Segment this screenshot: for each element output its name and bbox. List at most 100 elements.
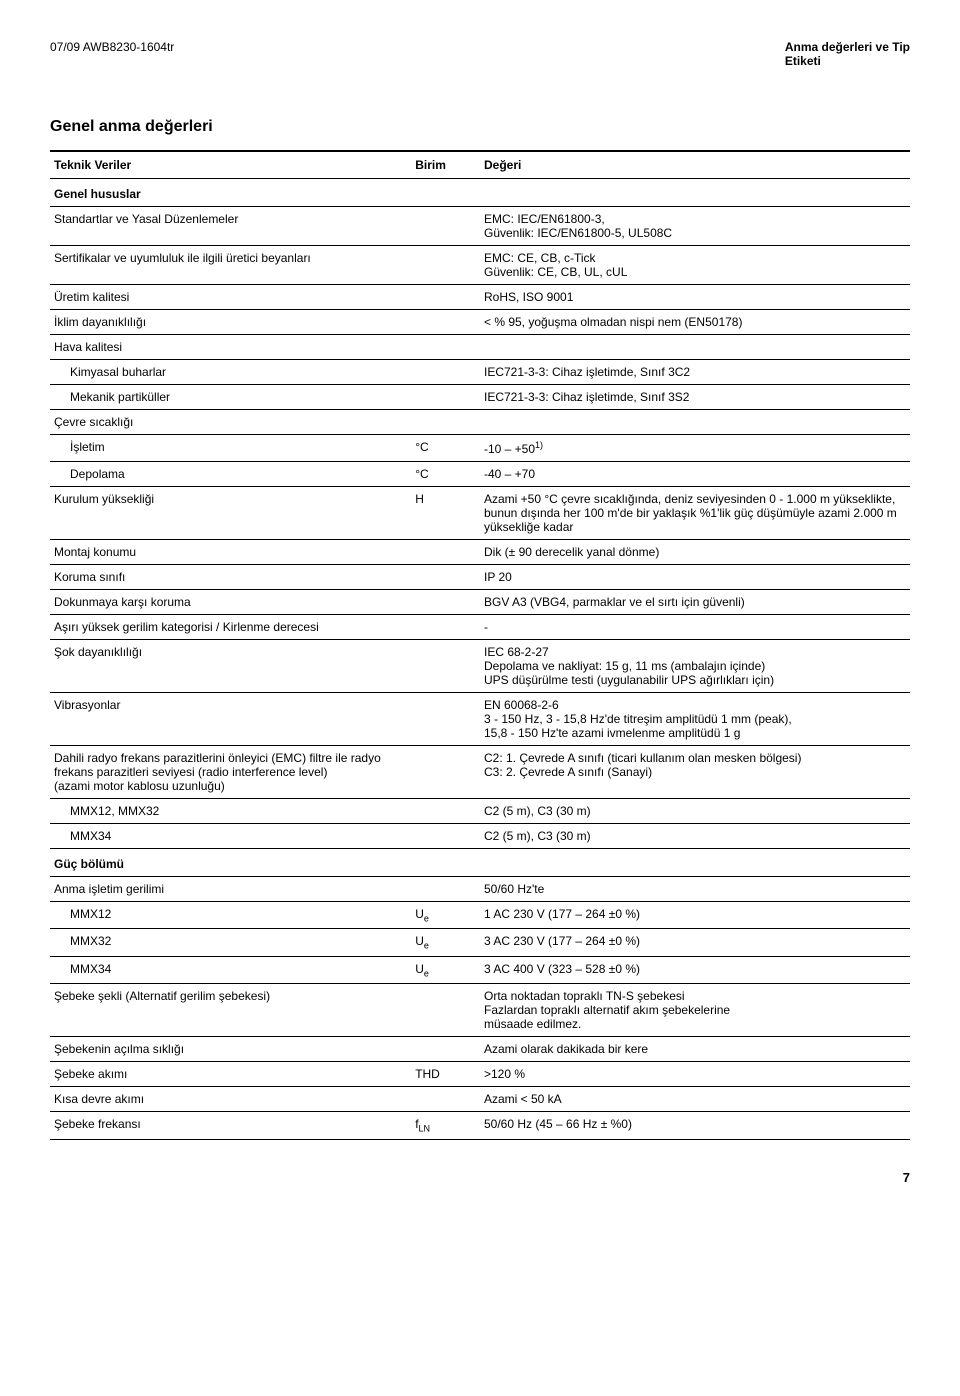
table-row: MMX32Ue3 AC 230 V (177 – 264 ±0 %)	[50, 929, 910, 956]
table-row: Dahili radyo frekans parazitlerini önley…	[50, 746, 910, 799]
table-row: MMX34Ue3 AC 400 V (323 – 528 ±0 %)	[50, 956, 910, 983]
cell-unit: Ue	[411, 956, 480, 983]
table-row: Koruma sınıfıIP 20	[50, 565, 910, 590]
cell-value: C2 (5 m), C3 (30 m)	[480, 799, 910, 824]
cell-value: Azami olarak dakikada bir kere	[480, 1037, 910, 1062]
page-number: 7	[50, 1170, 910, 1185]
cell-param: İşletim	[50, 435, 411, 462]
cell-param: Genel hususlar	[50, 179, 411, 207]
cell-unit: THD	[411, 1062, 480, 1087]
cell-unit	[411, 360, 480, 385]
cell-param: Üretim kalitesi	[50, 285, 411, 310]
cell-param: Güç bölümü	[50, 849, 411, 877]
table-row: Mekanik partiküllerIEC721-3-3: Cihaz işl…	[50, 385, 910, 410]
cell-value: BGV A3 (VBG4, parmaklar ve el sırtı için…	[480, 590, 910, 615]
cell-unit	[411, 565, 480, 590]
cell-value: EMC: IEC/EN61800-3,Güvenlik: IEC/EN61800…	[480, 207, 910, 246]
cell-param: Şok dayanıklılığı	[50, 640, 411, 693]
table-row: Üretim kalitesi RoHS, ISO 9001	[50, 285, 910, 310]
table-row: Kimyasal buharlar IEC721-3-3: Cihaz işlet…	[50, 360, 910, 385]
table-row: Şebekenin açılma sıklığı Azami olarak dak…	[50, 1037, 910, 1062]
document-id: 07/09 AWB8230-1604tr	[50, 40, 174, 54]
cell-param: Vibrasyonlar	[50, 693, 411, 746]
document-title-line2: Etiketi	[785, 54, 821, 68]
cell-value: 1 AC 230 V (177 – 264 ±0 %)	[480, 902, 910, 929]
cell-param: Hava kalitesi	[50, 335, 411, 360]
cell-param: MMX32	[50, 929, 411, 956]
cell-param: Sertifikalar ve uyumluluk ile ilgili üre…	[50, 246, 411, 285]
cell-value	[480, 410, 910, 435]
cell-param: Koruma sınıfı	[50, 565, 411, 590]
cell-param: Anma işletim gerilimi	[50, 877, 411, 902]
table-row: Şebeke frekansıfLN50/60 Hz (45 – 66 Hz ±…	[50, 1112, 910, 1139]
cell-value: IEC721-3-3: Cihaz işletimde, Sınıf 3S2	[480, 385, 910, 410]
cell-unit	[411, 640, 480, 693]
table-row: Şok dayanıklılığı IEC 68-2-27Depolama ve …	[50, 640, 910, 693]
cell-unit	[411, 799, 480, 824]
cell-value: Azami < 50 kA	[480, 1087, 910, 1112]
cell-param: Şebeke frekansı	[50, 1112, 411, 1139]
document-title: Anma değerleri ve Tip Etiketi	[785, 40, 910, 68]
table-row: Genel hususlar	[50, 179, 910, 207]
cell-unit	[411, 877, 480, 902]
cell-value: 50/60 Hz'te	[480, 877, 910, 902]
table-row: Hava kalitesi	[50, 335, 910, 360]
table-row: Sertifikalar ve uyumluluk ile ilgili üre…	[50, 246, 910, 285]
table-row: İklim dayanıklılığı< % 95, yoğuşma olmad…	[50, 310, 910, 335]
table-row: Şebeke şekli (Alternatif gerilim şebekes…	[50, 984, 910, 1037]
table-row: Şebeke akımıTHD>120 %	[50, 1062, 910, 1087]
cell-unit: fLN	[411, 1112, 480, 1139]
table-row: Kurulum yüksekliğiHAzami +50 °C çevre sı…	[50, 487, 910, 540]
cell-param: Dokunmaya karşı koruma	[50, 590, 411, 615]
table-row: Dokunmaya karşı koruma BGV A3 (VBG4, parm…	[50, 590, 910, 615]
table-row: Kısa devre akımıAzami < 50 kA	[50, 1087, 910, 1112]
cell-param: MMX34	[50, 956, 411, 983]
cell-param: Montaj konumu	[50, 540, 411, 565]
cell-unit	[411, 849, 480, 877]
cell-value: IEC721-3-3: Cihaz işletimde, Sınıf 3C2	[480, 360, 910, 385]
cell-param: İklim dayanıklılığı	[50, 310, 411, 335]
table-row: Standartlar ve Yasal DüzenlemelerEMC: IE…	[50, 207, 910, 246]
cell-value: 3 AC 230 V (177 – 264 ±0 %)	[480, 929, 910, 956]
table-row: MMX12Ue1 AC 230 V (177 – 264 ±0 %)	[50, 902, 910, 929]
table-row: Aşırı yüksek gerilim kategorisi / Kirlen…	[50, 615, 910, 640]
cell-unit	[411, 335, 480, 360]
table-row: Anma işletim gerilimi 50/60 Hz'te	[50, 877, 910, 902]
cell-unit	[411, 615, 480, 640]
cell-param: Şebeke akımı	[50, 1062, 411, 1087]
cell-unit	[411, 179, 480, 207]
table-row: MMX34C2 (5 m), C3 (30 m)	[50, 824, 910, 849]
cell-unit: °C	[411, 435, 480, 462]
cell-unit	[411, 984, 480, 1037]
col-header-param: Teknik Veriler	[50, 151, 411, 179]
table-row: Güç bölümü	[50, 849, 910, 877]
cell-value	[480, 849, 910, 877]
cell-value: -10 – +501)	[480, 435, 910, 462]
cell-value: 50/60 Hz (45 – 66 Hz ± %0)	[480, 1112, 910, 1139]
cell-param: Şebekenin açılma sıklığı	[50, 1037, 411, 1062]
table-header-row: Teknik Veriler Birim Değeri	[50, 151, 910, 179]
page-header: 07/09 AWB8230-1604tr Anma değerleri ve T…	[50, 40, 910, 68]
cell-param: Dahili radyo frekans parazitlerini önley…	[50, 746, 411, 799]
cell-unit	[411, 540, 480, 565]
cell-value: -40 – +70	[480, 462, 910, 487]
cell-unit	[411, 246, 480, 285]
col-header-unit: Birim	[411, 151, 480, 179]
cell-unit	[411, 746, 480, 799]
table-row: MMX12, MMX32C2 (5 m), C3 (30 m)	[50, 799, 910, 824]
cell-value: RoHS, ISO 9001	[480, 285, 910, 310]
cell-value: IEC 68-2-27Depolama ve nakliyat: 15 g, 1…	[480, 640, 910, 693]
cell-param: Kimyasal buharlar	[50, 360, 411, 385]
cell-value: EN 60068-2-63 - 150 Hz, 3 - 15,8 Hz'de t…	[480, 693, 910, 746]
cell-value: EMC: CE, CB, c-TickGüvenlik: CE, CB, UL,…	[480, 246, 910, 285]
document-title-line1: Anma değerleri ve Tip	[785, 40, 910, 54]
cell-param: Şebeke şekli (Alternatif gerilim şebekes…	[50, 984, 411, 1037]
cell-value	[480, 179, 910, 207]
cell-unit	[411, 410, 480, 435]
cell-param: Aşırı yüksek gerilim kategorisi / Kirlen…	[50, 615, 411, 640]
cell-unit	[411, 285, 480, 310]
cell-value: Orta noktadan topraklı TN-S şebekesiFazl…	[480, 984, 910, 1037]
cell-unit	[411, 693, 480, 746]
cell-param: Kurulum yüksekliği	[50, 487, 411, 540]
cell-value: Dik (± 90 derecelik yanal dönme)	[480, 540, 910, 565]
